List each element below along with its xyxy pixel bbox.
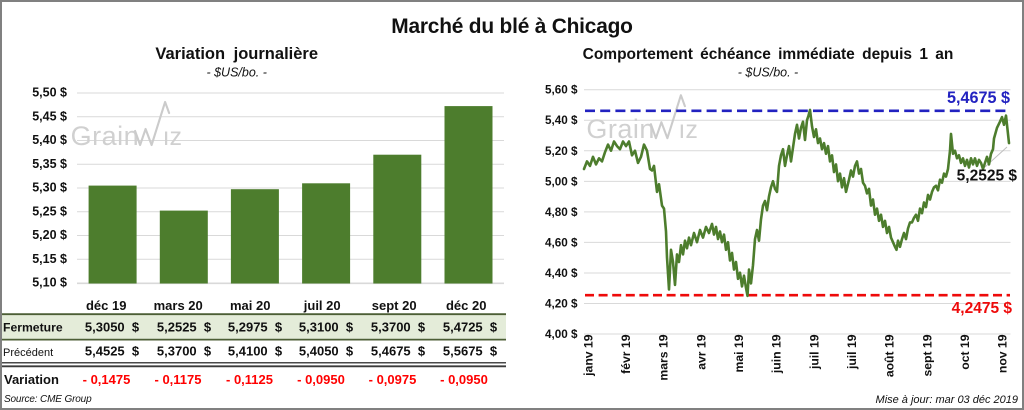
svg-text:4,00 $: 4,00 $ [545,328,578,341]
svg-text:5,4675 $: 5,4675 $ [947,89,1010,107]
svg-text:5,3100 $: 5,3100 $ [299,320,354,335]
svg-text:5,2525 $: 5,2525 $ [157,320,212,335]
svg-text:mars 19: mars 19 [657,334,671,380]
svg-text:5,5675 $: 5,5675 $ [443,344,498,359]
svg-text:- $US/bo. -: - $US/bo. - [206,66,266,80]
svg-text:5,35 $: 5,35 $ [32,157,67,171]
svg-text:Comportement échéance immédiat: Comportement échéance immédiate depuis 1… [583,46,954,63]
svg-text:oct 19: oct 19 [958,334,972,369]
svg-text:ız: ız [678,116,697,144]
svg-text:Mise à jour: mar 03 déc 2019: Mise à jour: mar 03 déc 2019 [876,394,1018,406]
svg-text:Marché du blé à Chicago: Marché du blé à Chicago [391,15,633,38]
svg-text:5,2525 $: 5,2525 $ [957,168,1018,185]
svg-text:- 0,1175: - 0,1175 [155,372,202,387]
svg-text:5,40 $: 5,40 $ [32,133,67,147]
svg-text:4,20 $: 4,20 $ [545,297,578,310]
svg-text:sept 19: sept 19 [920,334,934,376]
svg-text:5,45 $: 5,45 $ [32,109,67,123]
svg-text:déc 19: déc 19 [86,298,126,313]
svg-text:5,20 $: 5,20 $ [545,145,578,158]
svg-text:5,3700 $: 5,3700 $ [371,320,426,335]
svg-text:Grain: Grain [586,114,655,144]
svg-text:- 0,0950: - 0,0950 [440,372,488,387]
svg-text:- 0,0975: - 0,0975 [369,372,417,387]
svg-text:5,4525 $: 5,4525 $ [85,344,140,359]
svg-text:5,2975 $: 5,2975 $ [228,320,283,335]
svg-text:Grain: Grain [71,121,140,151]
svg-text:juil 19: juil 19 [807,334,821,370]
svg-text:ız: ız [163,123,182,151]
svg-text:4,80 $: 4,80 $ [545,206,578,219]
svg-text:5,20 $: 5,20 $ [32,228,67,242]
svg-text:5,4725 $: 5,4725 $ [443,320,498,335]
svg-text:- 0,1475: - 0,1475 [83,372,131,387]
svg-text:- 0,0950: - 0,0950 [297,372,345,387]
svg-text:Précédent: Précédent [3,347,53,359]
svg-text:5,30 $: 5,30 $ [32,181,67,195]
svg-text:nov 19: nov 19 [996,334,1010,373]
svg-text:5,25 $: 5,25 $ [32,204,67,218]
svg-text:5,3050 $: 5,3050 $ [85,320,140,335]
svg-text:mai 19: mai 19 [732,334,746,372]
svg-text:mars 20: mars 20 [154,298,203,313]
svg-text:5,4675 $: 5,4675 $ [371,344,426,359]
svg-text:- 0,1125: - 0,1125 [226,372,273,387]
svg-text:août 19: août 19 [883,334,897,377]
svg-text:Source: CME Group: Source: CME Group [4,394,92,405]
svg-text:4,2475 $: 4,2475 $ [952,300,1013,317]
svg-text:Variation: Variation [4,372,59,387]
svg-text:4,40 $: 4,40 $ [545,267,578,280]
svg-text:sept 20: sept 20 [372,298,417,313]
svg-text:juil 19: juil 19 [845,334,859,370]
svg-text:5,50 $: 5,50 $ [32,86,67,100]
svg-text:5,4050 $: 5,4050 $ [299,344,354,359]
svg-text:déc 20: déc 20 [446,298,486,313]
svg-text:5,40 $: 5,40 $ [545,114,578,127]
svg-text:janv 19: janv 19 [581,334,595,377]
svg-text:mai 20: mai 20 [230,298,270,313]
svg-text:5,10 $: 5,10 $ [32,276,67,290]
svg-text:- $US/bo. -: - $US/bo. - [738,66,798,80]
svg-text:juin 19: juin 19 [770,334,784,374]
svg-text:5,00 $: 5,00 $ [545,175,578,188]
svg-text:5,15 $: 5,15 $ [32,252,67,266]
svg-text:5,60 $: 5,60 $ [545,84,578,97]
svg-text:févr 19: févr 19 [619,334,633,374]
svg-text:4,60 $: 4,60 $ [545,236,578,249]
svg-text:Variation journalière: Variation journalière [155,45,318,63]
svg-text:Fermeture: Fermeture [3,321,63,335]
svg-text:juil 20: juil 20 [303,298,341,313]
svg-text:avr 19: avr 19 [694,334,708,369]
svg-text:5,3700 $: 5,3700 $ [157,344,212,359]
svg-text:5,4100 $: 5,4100 $ [228,344,283,359]
